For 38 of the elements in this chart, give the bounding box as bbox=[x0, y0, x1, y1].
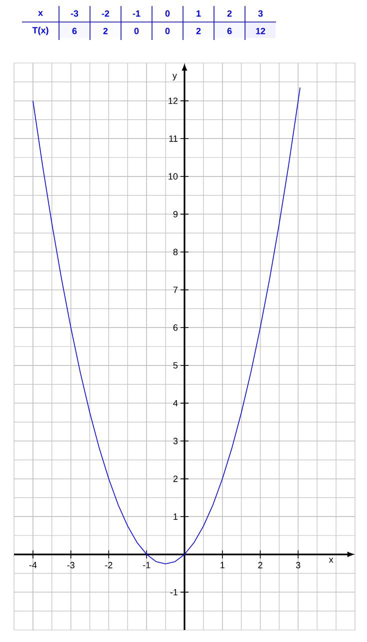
x-tick-label: 1 bbox=[220, 562, 224, 568]
y-tick-label: 9 bbox=[173, 211, 178, 218]
y-tick-label: 11 bbox=[169, 135, 178, 142]
data-label: 0 bbox=[165, 28, 170, 34]
y-tick-label: 6 bbox=[173, 324, 178, 331]
y-tick-label: 5 bbox=[173, 362, 178, 369]
x-axis-title: x bbox=[38, 11, 43, 16]
data-label: 2 bbox=[103, 28, 108, 34]
y-tick-label: 4 bbox=[173, 400, 178, 406]
data-label: 0 bbox=[134, 28, 139, 34]
data-label: 6 bbox=[227, 28, 232, 34]
y-tick-label: 3 bbox=[173, 438, 178, 444]
data-label: 12 bbox=[256, 28, 266, 34]
x-tick-label: -3 bbox=[67, 562, 74, 568]
x-tick-label: 2 bbox=[258, 562, 262, 568]
x-tick-label: -1 bbox=[143, 562, 150, 568]
x-axis-title: x bbox=[328, 558, 334, 563]
x-tick-label: 1 bbox=[196, 10, 201, 17]
x-tick-label: -2 bbox=[102, 10, 110, 17]
data-label: 6 bbox=[72, 28, 77, 34]
y-tick-label: -1 bbox=[170, 589, 178, 596]
x-tick-label: -2 bbox=[105, 562, 112, 568]
x-tick-label: 3 bbox=[258, 10, 263, 17]
y-tick-label: 8 bbox=[173, 248, 178, 256]
y-tick-label: T(x) bbox=[32, 26, 48, 36]
y-tick-label: 2 bbox=[173, 476, 178, 482]
x-tick-label: -4 bbox=[29, 562, 37, 568]
x-tick-label: 0 bbox=[165, 10, 170, 17]
x-tick-label: -3 bbox=[70, 10, 78, 17]
y-tick-label: 12 bbox=[168, 98, 178, 104]
y-tick-label: 10 bbox=[168, 173, 178, 180]
y-axis-title: y bbox=[172, 74, 177, 80]
x-tick-label: 2 bbox=[227, 10, 232, 17]
data-label: 2 bbox=[196, 28, 201, 34]
y-tick-label: 7 bbox=[173, 286, 178, 293]
x-tick-label: 3 bbox=[296, 562, 300, 568]
y-tick-label: 1 bbox=[174, 514, 178, 520]
x-tick-label: -1 bbox=[132, 10, 140, 17]
